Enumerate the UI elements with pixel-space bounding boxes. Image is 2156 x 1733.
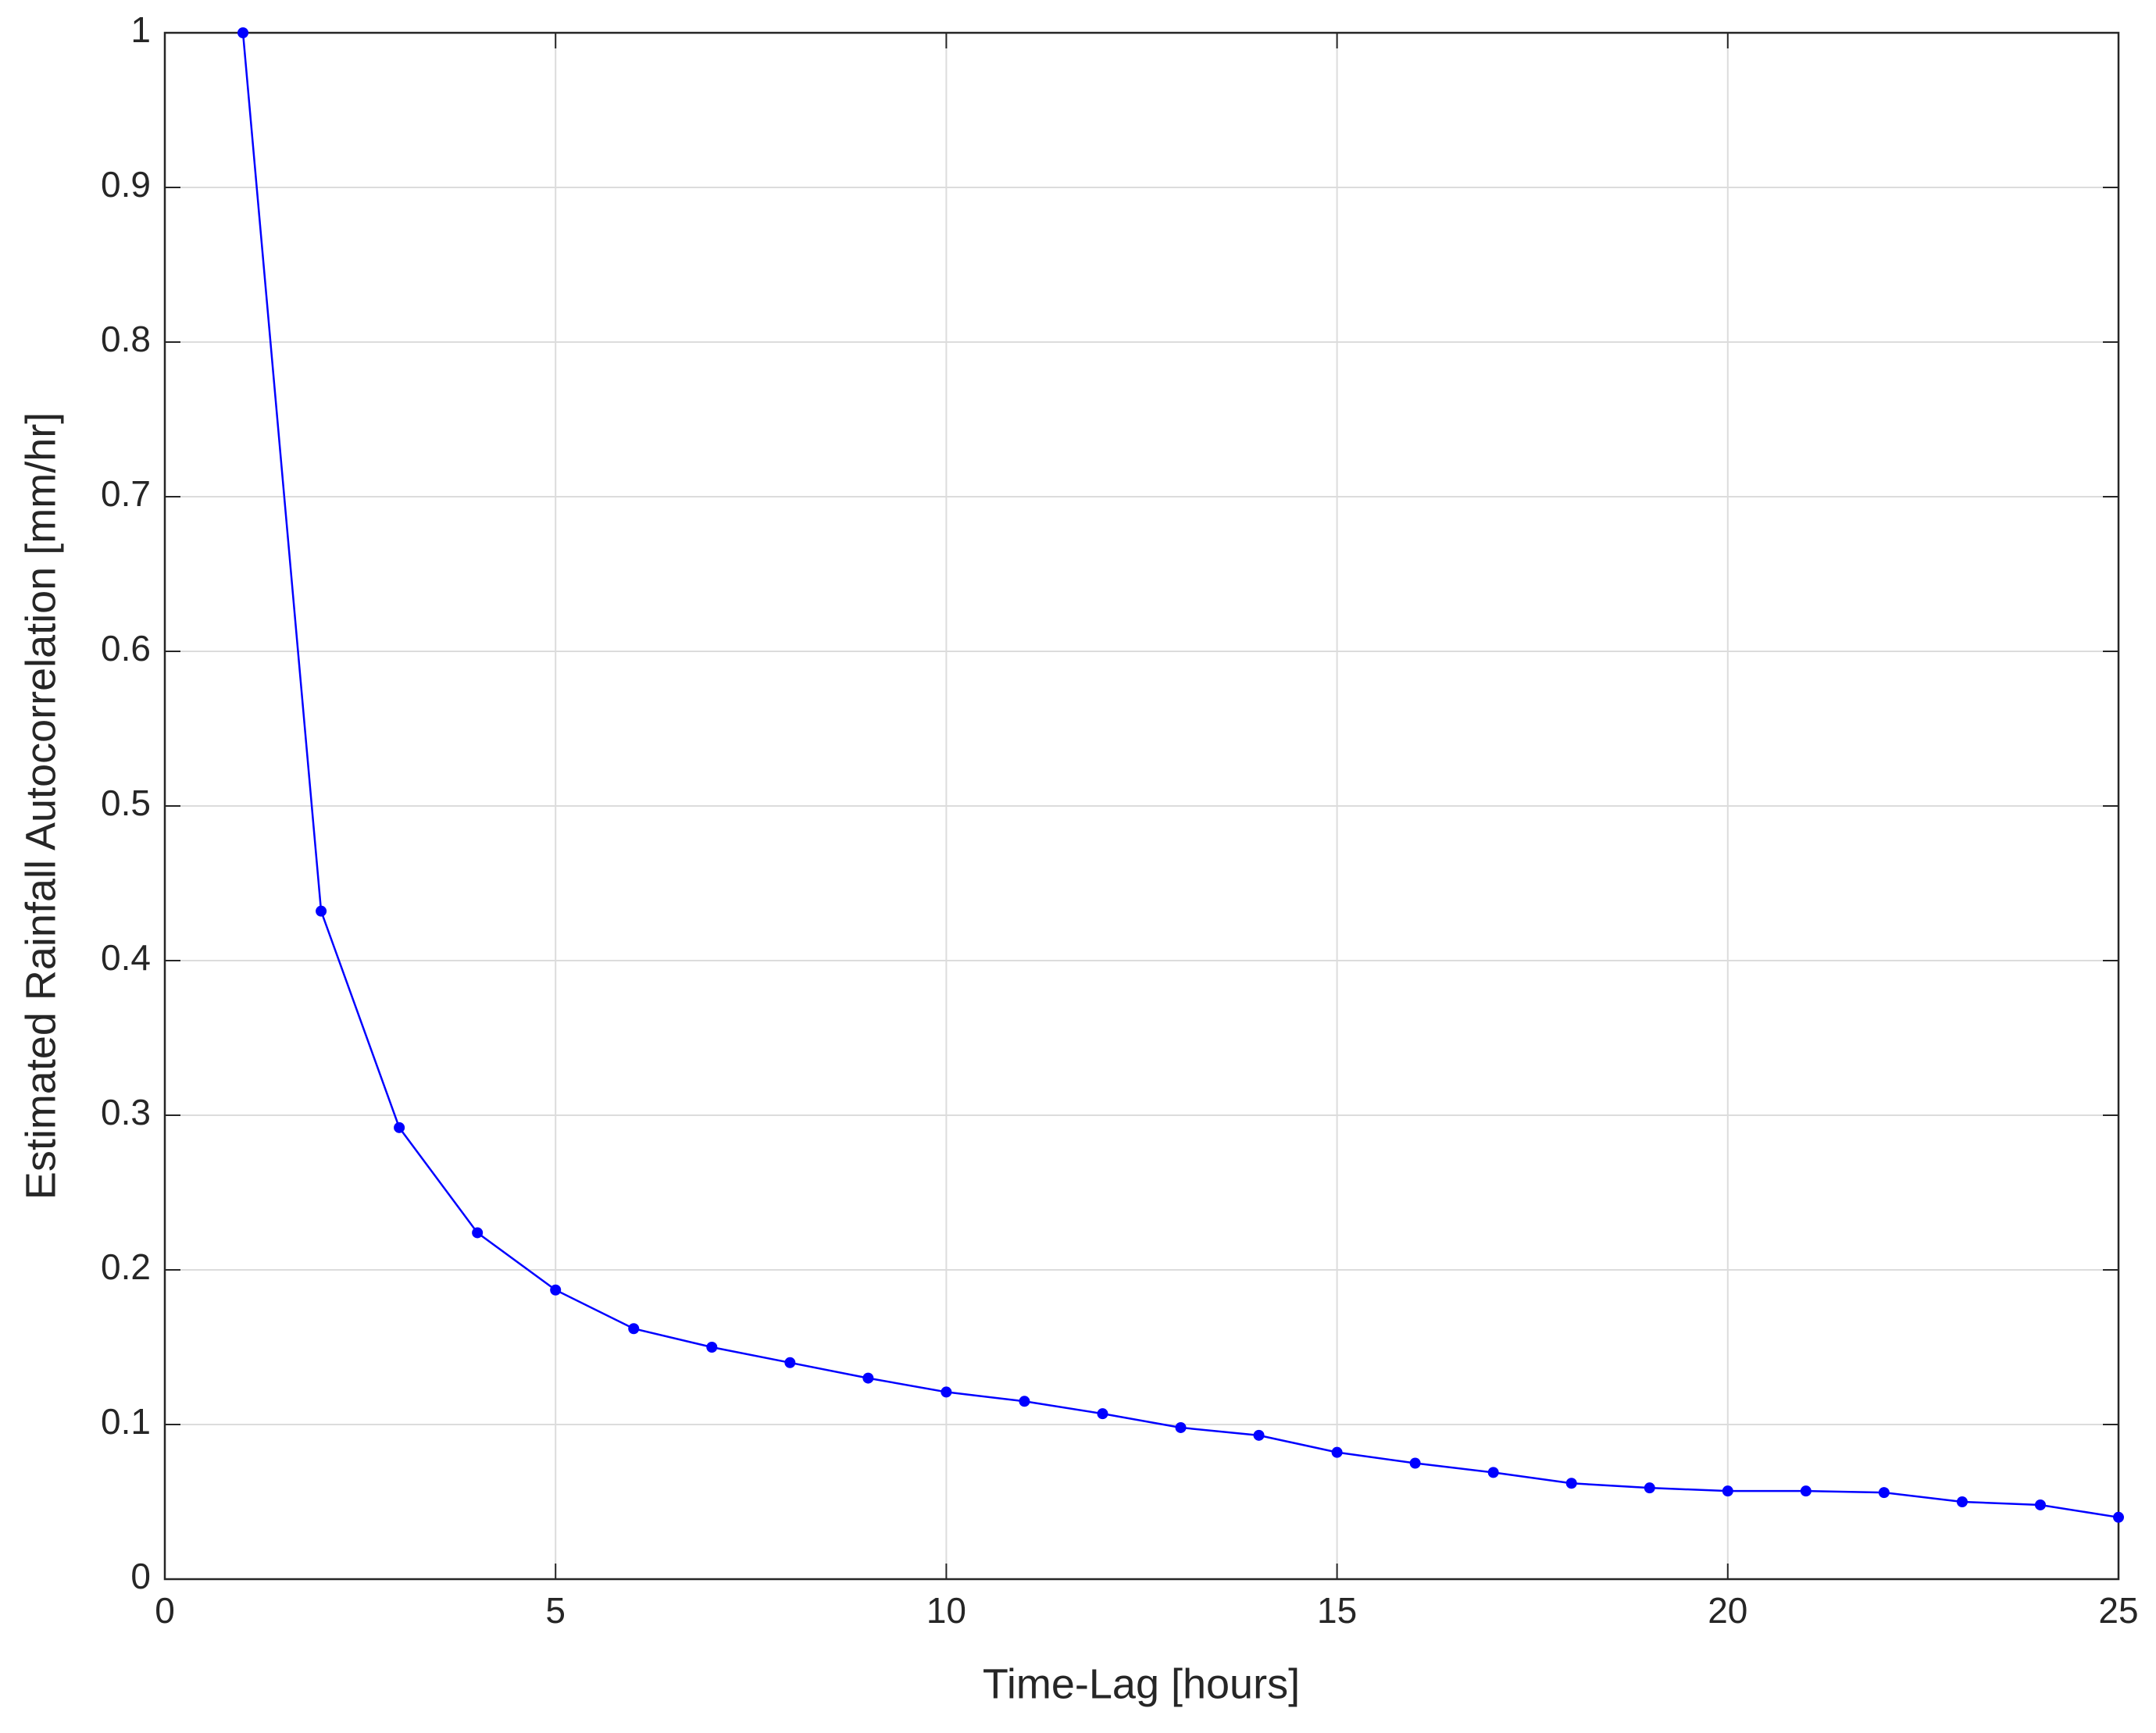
x-tick-label: 20: [1708, 1590, 1747, 1631]
data-point: [1097, 1408, 1108, 1420]
data-point: [628, 1323, 640, 1335]
data-point: [237, 27, 249, 38]
y-tick-label: 0.8: [101, 319, 151, 359]
x-tick-label: 25: [2098, 1590, 2138, 1631]
y-tick-label: 0.6: [101, 628, 151, 669]
data-point: [1956, 1496, 1968, 1507]
y-tick-label: 0.1: [101, 1401, 151, 1442]
data-line: [241, 32, 2119, 1519]
y-axis-label: Estimated Rainfall Autocorrelation [mm/h…: [17, 412, 64, 1200]
y-tick-label: 0.9: [101, 164, 151, 205]
data-point: [862, 1372, 874, 1384]
data-point: [2113, 1511, 2124, 1523]
x-tick-label: 5: [545, 1590, 566, 1631]
y-tick-label: 1: [130, 9, 151, 50]
data-point: [706, 1342, 718, 1353]
y-tick-label: 0.3: [101, 1092, 151, 1132]
data-point: [941, 1386, 952, 1398]
data-point: [1175, 1421, 1187, 1433]
data-point: [1565, 1478, 1577, 1489]
data-point: [472, 1227, 484, 1239]
data-point: [394, 1121, 405, 1133]
data-point: [1253, 1429, 1265, 1441]
data-point: [1331, 1446, 1343, 1458]
data-point: [550, 1284, 562, 1296]
data-point: [1722, 1485, 1733, 1497]
y-tick-label: 0.7: [101, 473, 151, 514]
data-point: [1019, 1396, 1030, 1407]
data-point: [1409, 1457, 1421, 1469]
data-point: [784, 1357, 796, 1368]
y-tick-label: 0.2: [101, 1246, 151, 1287]
x-tick-label: 15: [1317, 1590, 1357, 1631]
y-tick-label: 0.4: [101, 937, 151, 978]
data-point: [1878, 1487, 1890, 1499]
x-tick-label: 0: [155, 1590, 175, 1631]
y-tick-label: 0: [130, 1556, 151, 1596]
y-tick-label: 0.5: [101, 783, 151, 823]
x-tick-label: 10: [926, 1590, 966, 1631]
x-axis-label: Time-Lag [hours]: [983, 1660, 1300, 1707]
data-point: [1644, 1482, 1655, 1494]
plot-frame: [163, 31, 2120, 1581]
data-point: [1800, 1485, 1812, 1497]
data-point: [2034, 1499, 2046, 1510]
data-point: [1487, 1467, 1499, 1478]
data-point: [316, 905, 327, 917]
